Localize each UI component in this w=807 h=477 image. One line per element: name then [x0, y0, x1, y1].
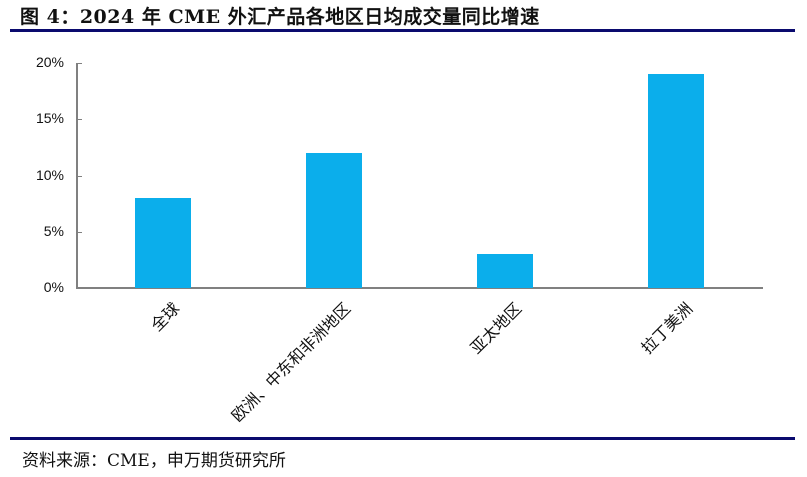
y-tick-mark: [77, 232, 82, 233]
y-tick-mark: [77, 63, 82, 64]
x-category-label: 亚太地区: [466, 298, 526, 358]
y-tick-label: 15%: [35, 110, 64, 126]
bar-0: [135, 198, 191, 288]
y-tick-label: 0%: [43, 279, 64, 295]
bar-2: [477, 254, 533, 288]
figure-title: 图 4：2024 年 CME 外汇产品各地区日均成交量同比增速: [20, 6, 540, 28]
y-tick-mark: [77, 288, 82, 289]
bar-1: [306, 153, 362, 288]
x-category-label: 拉丁美洲: [637, 298, 697, 358]
y-tick-mark: [77, 176, 82, 177]
title-rule: [10, 29, 795, 32]
source-note: 资料来源：CME，申万期货研究所: [22, 451, 286, 471]
x-axis: [76, 287, 763, 289]
bar-3: [648, 74, 704, 288]
y-tick-label: 10%: [35, 167, 64, 183]
y-tick-label: 5%: [43, 223, 64, 239]
source-rule: [10, 437, 795, 440]
y-tick-label: 20%: [35, 54, 64, 70]
y-tick-mark: [77, 119, 82, 120]
x-category-label: 欧洲、中东和非洲地区: [227, 298, 355, 426]
x-category-label: 全球: [147, 298, 184, 335]
